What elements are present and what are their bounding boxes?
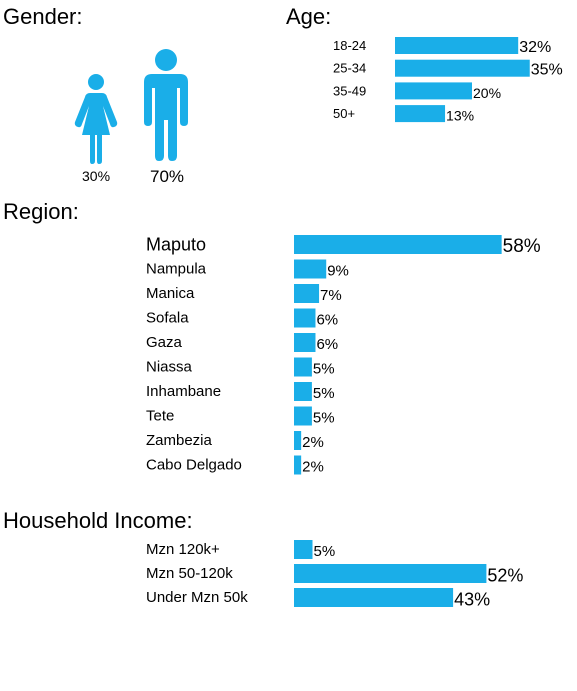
region-value-label: 2% (302, 459, 324, 476)
region-value-label: 5% (313, 385, 335, 402)
income-value-label: 43% (454, 590, 490, 610)
region-category-label: Sofala (146, 310, 189, 327)
age-bar (395, 105, 446, 123)
region-category-label: Niassa (146, 359, 193, 376)
region-category-label: Cabo Delgado (146, 457, 242, 474)
age-value-label: 13% (446, 108, 474, 124)
age-title: Age: (286, 4, 332, 29)
region-bar (294, 235, 502, 254)
age-category-label: 18-24 (333, 38, 366, 53)
age-value-label: 35% (531, 62, 563, 79)
female-percent-label: 30% (82, 168, 111, 184)
region-bar (294, 382, 312, 401)
income-bar (294, 588, 454, 607)
region-value-label: 6% (316, 336, 338, 353)
male-percent-label: 70% (150, 167, 185, 186)
region-category-label: Gaza (146, 334, 183, 351)
region-value-label: 5% (313, 410, 335, 427)
age-category-label: 35-49 (333, 83, 366, 98)
region-bar (294, 357, 312, 377)
region-value-label: 9% (327, 263, 349, 280)
region-value-label: 7% (320, 287, 342, 304)
age-value-label: 20% (473, 85, 501, 101)
gender-pictogram (74, 49, 188, 164)
income-value-label: 52% (487, 566, 523, 586)
region-value-label: 6% (316, 312, 338, 329)
female-icon (74, 74, 118, 164)
region-category-label: Zambezia (146, 432, 213, 449)
age-category-label: 25-34 (333, 61, 366, 76)
income-category-label: Under Mzn 50k (146, 589, 248, 606)
age-value-label: 32% (519, 39, 551, 56)
income-bar (294, 540, 313, 559)
region-value-label: 5% (313, 361, 335, 378)
region-category-label: Nampula (146, 261, 207, 278)
male-icon (144, 49, 188, 161)
region-bar (294, 431, 302, 450)
region-bar (294, 455, 302, 475)
region-value-label: 2% (302, 434, 324, 451)
age-category-label: 50+ (333, 106, 355, 121)
age-bar (395, 82, 472, 100)
region-bar (294, 406, 312, 426)
region-value-label: 58% (503, 236, 541, 257)
region-category-label: Tete (146, 408, 174, 425)
income-category-label: Mzn 50-120k (146, 565, 233, 582)
region-category-label: Inhambane (146, 383, 221, 400)
income-category-label: Mzn 120k+ (146, 541, 220, 558)
region-bar (294, 308, 316, 328)
region-bar (294, 259, 327, 279)
income-bar (294, 564, 487, 583)
income-title: Household Income: (3, 508, 193, 533)
region-category-label: Manica (146, 285, 195, 302)
region-bar (294, 284, 320, 303)
region-title: Region: (3, 199, 79, 224)
age-bar (395, 37, 519, 54)
region-category-label: Maputo (146, 235, 206, 255)
region-bar (294, 333, 316, 352)
age-bar (395, 59, 530, 77)
gender-title: Gender: (3, 4, 83, 29)
income-value-label: 5% (314, 543, 336, 560)
